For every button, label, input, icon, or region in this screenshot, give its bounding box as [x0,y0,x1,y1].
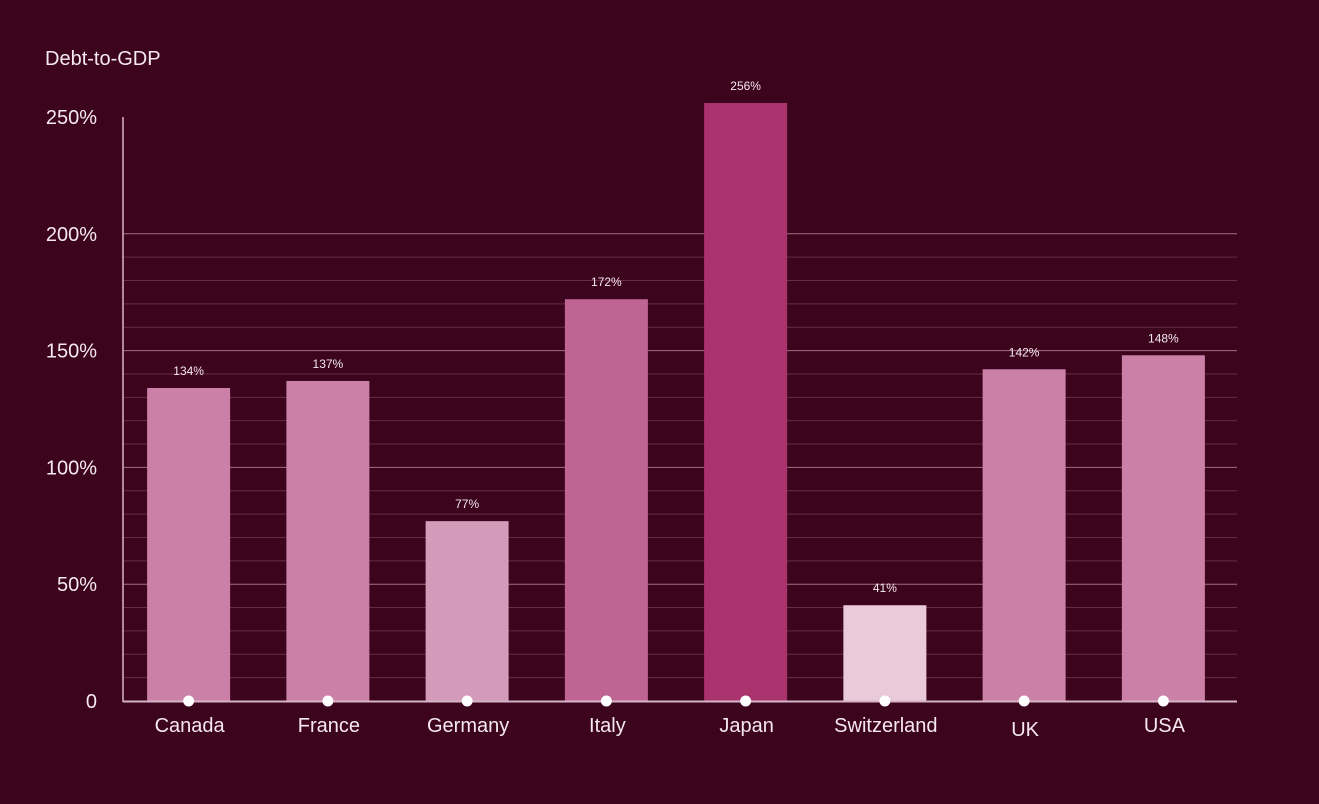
data-label: 134% [173,364,204,378]
axis-layer [122,117,1237,703]
x-tick-label: Japan [719,715,774,737]
category-marker [740,695,752,707]
bar [704,102,788,701]
category-marker [322,695,334,707]
x-tick-label: Canada [155,715,226,737]
data-label: 142% [1009,345,1040,359]
data-label: 256% [730,79,761,93]
bar [425,521,509,701]
y-tick-label: 50% [57,574,97,596]
category-marker [1018,695,1030,707]
x-tick-label: USA [1144,715,1186,737]
x-tick-label: Italy [589,715,626,737]
bar [843,605,927,701]
y-tick-label: 250% [46,107,97,129]
category-marker [1157,695,1169,707]
bar [1121,355,1205,701]
bar [982,369,1066,701]
bars-layer [147,102,1205,701]
category-marker [600,695,612,707]
y-axis-title: Debt-to-GDP [45,48,161,70]
category-marker [461,695,473,707]
x-tick-label: Germany [427,715,509,737]
category-marker [183,695,195,707]
x-tick-label: France [298,715,360,737]
bar [286,380,370,701]
bar [147,387,231,701]
labels-layer: 0 50% 100% 150% 200% 250% 134% Canada 137% France… [46,79,1186,741]
data-label: 41% [873,581,897,595]
data-label: 148% [1148,331,1179,345]
y-tick-label: 0 [86,691,97,713]
data-label: 137% [313,357,344,371]
y-tick-label: 100% [46,457,97,479]
data-label: 172% [591,275,622,289]
category-marker [879,695,891,707]
y-tick-label: 150% [46,341,97,363]
x-tick-label: UK [1011,719,1039,741]
bar [564,299,648,701]
x-tick-label: Switzerland [834,715,937,737]
data-label: 77% [455,497,479,511]
y-tick-label: 200% [46,224,97,246]
